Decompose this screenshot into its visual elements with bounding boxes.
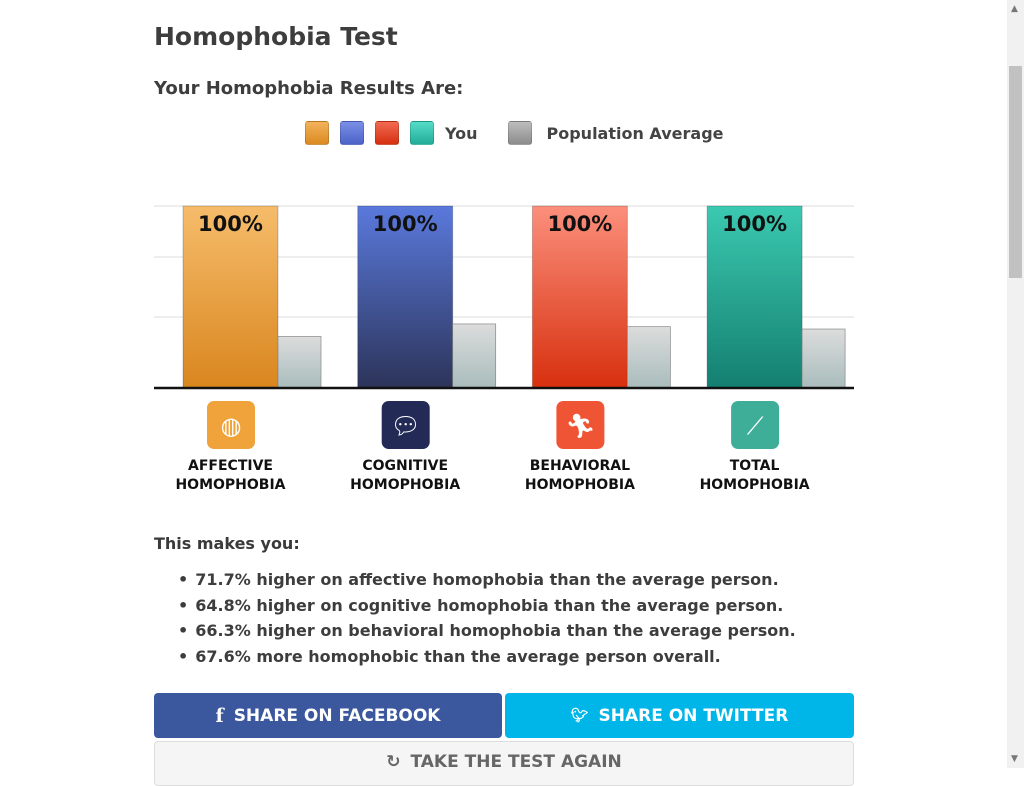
you-bar [357, 205, 454, 389]
bar-value-label: 100% [373, 212, 438, 236]
thought-bubble-icon-glyph: 💬︎ [390, 412, 420, 440]
population-bar [801, 328, 846, 389]
scroll-up-arrow[interactable]: ▲ [1011, 4, 1018, 14]
legend-swatch-total [410, 121, 434, 145]
chart-legend: You Population Average [305, 121, 724, 145]
share-twitter-button[interactable]: 🐦︎ SHARE ON TWITTER [505, 693, 854, 738]
you-bar [706, 205, 803, 389]
scrollbar[interactable]: ▲ ▼ [1007, 0, 1024, 768]
facebook-label: SHARE ON FACEBOOK [233, 705, 441, 726]
refresh-icon: ↻ [386, 752, 401, 772]
summary-item: 66.3% higher on behavioral homophobia th… [178, 621, 795, 647]
summary-item: 64.8% higher on cognitive homophobia tha… [178, 596, 796, 622]
page-title: Homophobia Test [154, 22, 398, 51]
thought-bubble-icon [381, 401, 430, 449]
category-label: HOMOPHOBIA [175, 477, 285, 493]
bar-value-label: 100% [547, 212, 612, 236]
legend-you-label: You [445, 123, 478, 143]
bar-value-label: 100% [198, 212, 263, 236]
share-facebook-button[interactable]: f SHARE ON FACEBOOK [154, 693, 502, 738]
category-label: AFFECTIVE [188, 458, 273, 474]
twitter-label: SHARE ON TWITTER [598, 705, 789, 726]
category-label: HOMOPHOBIA [700, 477, 810, 493]
scrollbar-thumb[interactable] [1009, 66, 1022, 278]
facebook-icon: f [215, 704, 224, 727]
results-bar-chart: 100% ◍ AFFECTIVE HOMOPHOBIA 100% 💬︎ COGNITIVE H… [154, 205, 854, 493]
legend-swatch-affective [305, 121, 329, 145]
mask-icon-glyph: ◍ [221, 412, 242, 440]
running-person-icon [556, 401, 605, 449]
category-label: HOMOPHOBIA [350, 477, 460, 493]
scroll-down-arrow[interactable]: ▼ [1011, 754, 1018, 764]
results-heading: Your Homophobia Results Are: [154, 78, 464, 99]
you-bar [531, 205, 628, 389]
summary-heading: This makes you: [154, 534, 300, 553]
running-person-icon-glyph: 🏃︎ [565, 412, 595, 440]
summary-item: 71.7% higher on affective homophobia tha… [178, 570, 796, 596]
category-label: HOMOPHOBIA [525, 477, 635, 493]
legend-population-label: Population Average [546, 123, 724, 143]
legend-swatch-behavioral [375, 121, 399, 145]
bar-value-label: 100% [722, 212, 787, 236]
twitter-icon: 🐦︎ [570, 707, 589, 724]
retake-label: TAKE THE TEST AGAIN [410, 752, 622, 772]
summary-item: 67.6% more homophobic than the average p… [178, 647, 796, 673]
category-label: TOTAL [730, 458, 780, 474]
legend-swatch-population [507, 121, 532, 145]
you-bar [182, 205, 279, 389]
line-graph-icon [731, 401, 780, 449]
mask-icon [207, 401, 255, 449]
population-bar [452, 323, 497, 389]
summary-list: 71.7% higher on affective homophobia tha… [178, 570, 796, 673]
category-label: BEHAVIORAL [530, 458, 630, 474]
category-label: COGNITIVE [362, 458, 448, 474]
legend-swatch-cognitive [340, 121, 364, 145]
retake-test-button[interactable]: ↻ TAKE THE TEST AGAIN [154, 741, 854, 786]
population-bar [277, 336, 322, 389]
population-bar [627, 326, 671, 389]
line-graph-icon-glyph: ⟋ [747, 412, 764, 440]
